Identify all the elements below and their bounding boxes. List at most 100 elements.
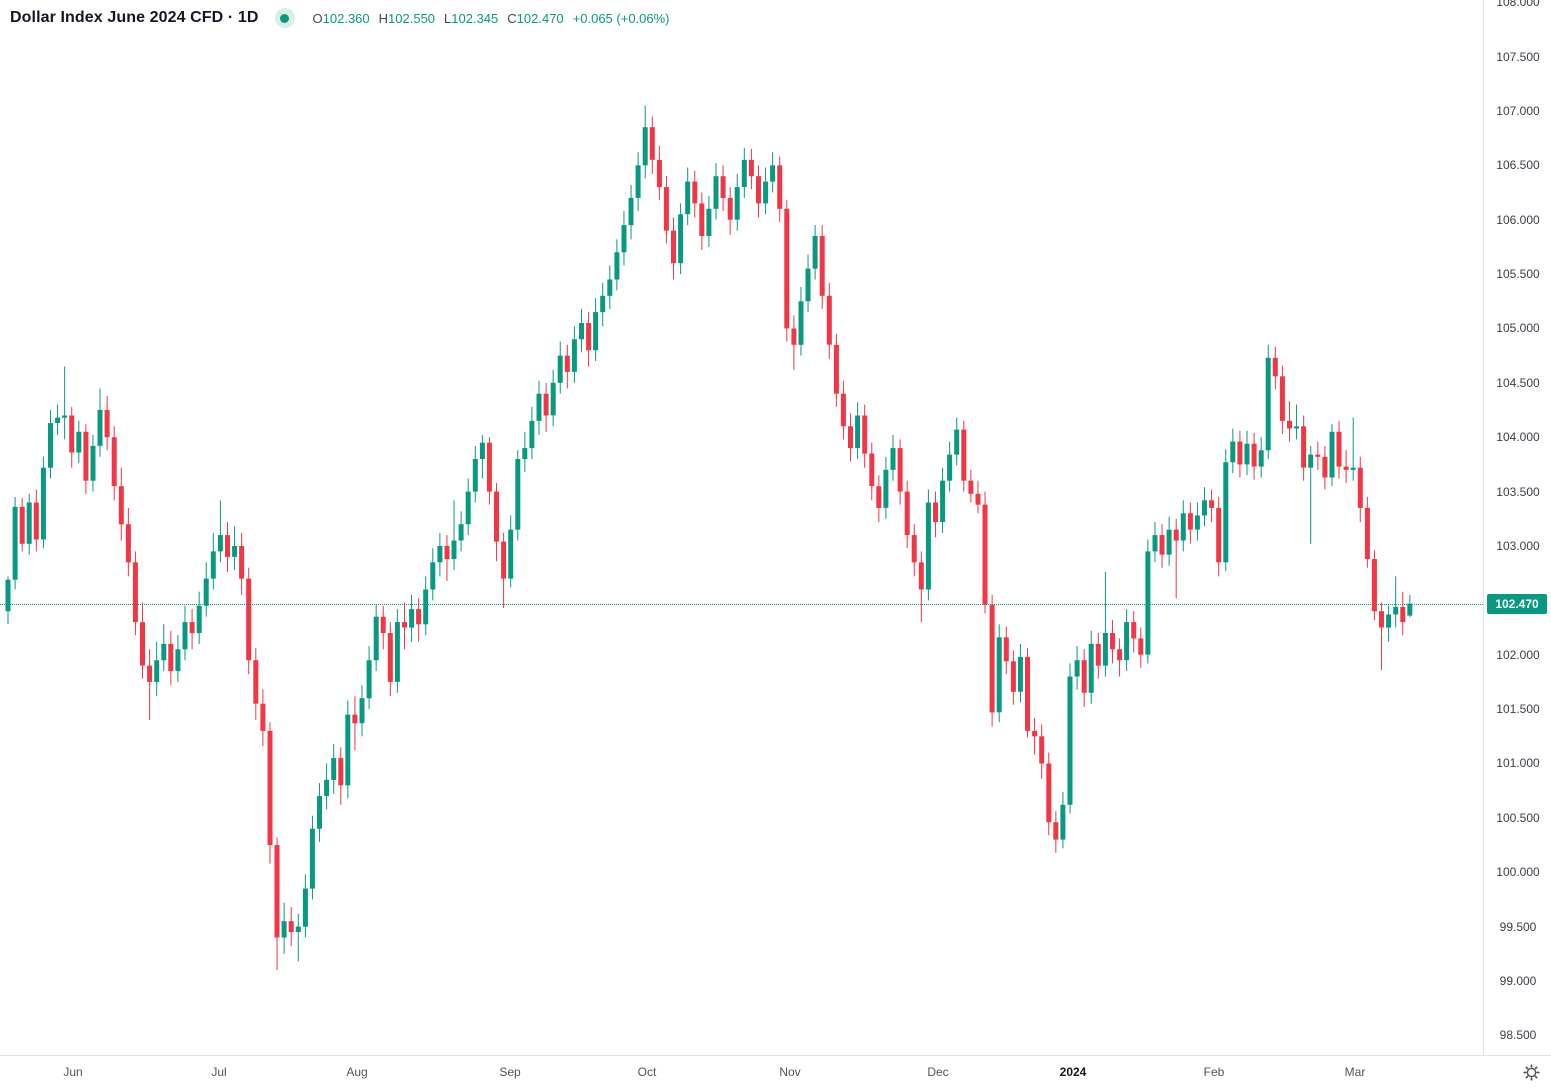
price-axis-label: 107.000 [1496,104,1540,118]
candle [692,170,698,218]
time-axis-label: Aug [346,1065,368,1079]
current-price-badge: 102.470 [1487,594,1547,614]
candle [1329,424,1335,487]
symbol-title[interactable]: Dollar Index June 2024 CFD · 1D [10,9,259,26]
candle [862,404,868,468]
candle [97,388,103,457]
time-axis-label: Jun [63,1065,83,1079]
time-axis-label: Mar [1344,1065,1366,1079]
candle [48,410,53,479]
price-axis-label: 98.500 [1499,1028,1537,1042]
price-axis-label: 99.500 [1499,920,1537,934]
candle [479,435,485,479]
candle [203,562,209,617]
candle [182,605,188,661]
candle [253,648,259,720]
chart-header: Dollar Index June 2024 CFD · 1D O102.360… [10,6,670,30]
candle [19,498,25,552]
candle [1117,638,1123,677]
candle [1379,602,1384,670]
candle [472,445,478,503]
chart-pane[interactable] [0,0,1483,1055]
candle [763,167,769,215]
candle [586,312,592,367]
ohlc-low: L102.345 [444,10,499,26]
candle [600,282,606,327]
time-axis-label-year: 2024 [1059,1065,1087,1079]
candle [225,522,230,573]
candle [1046,752,1052,836]
time-axis-label: Nov [779,1065,801,1079]
candle [345,700,351,799]
candle [1159,524,1165,568]
candle [1124,609,1130,671]
candle [90,435,96,492]
price-axis[interactable]: 102.470 108.000 107.500 107.000 106.500 106.… [1483,0,1551,1055]
candle [1244,430,1250,476]
price-axis-label: 104.500 [1496,376,1540,390]
candle [1336,420,1342,479]
candle [324,763,330,810]
market-status-icon[interactable] [274,8,295,28]
candle [1173,518,1179,599]
candle [656,145,662,201]
candle [1074,646,1080,690]
price-axis-label: 104.000 [1496,430,1540,444]
candle [501,532,507,608]
time-axis-label: Jul [211,1065,227,1079]
candle [593,298,599,362]
price-axis-label: 107.500 [1496,50,1540,64]
candle [125,507,131,577]
ohlc-close: C102.470 [507,10,564,26]
candle [663,176,669,244]
candle [1145,539,1151,664]
candle [720,165,726,211]
candle [756,165,761,218]
candle [260,689,266,747]
candle [982,491,988,614]
candle [911,524,917,577]
candle [607,265,613,309]
candle [897,439,903,505]
status-dot-icon [280,13,290,23]
candle [317,783,322,842]
candle [770,152,776,193]
candle [154,641,160,697]
change-value: +0.065 (+0.06%) [572,10,670,26]
candle [175,635,181,682]
candle [1067,663,1073,814]
candle [925,489,931,601]
candle [1364,497,1370,568]
axis-settings-button[interactable] [1520,1061,1542,1083]
price-axis-label: 103.000 [1496,539,1540,553]
candle [1371,550,1377,620]
candle [1301,415,1307,481]
candle [557,341,563,394]
candle [848,413,853,462]
candle [373,604,379,671]
candle [1393,576,1399,628]
price-axis-label: 105.500 [1496,267,1540,281]
candle [947,441,953,492]
candle [1315,441,1321,470]
time-axis[interactable]: Jun Jul Aug Sep Oct Nov Dec 2024 Feb Mar [0,1055,1551,1088]
candle [118,467,124,541]
candle [805,254,811,313]
candle [1407,594,1413,618]
candle [1053,811,1059,853]
candle [40,456,46,549]
candle [1258,437,1264,478]
candle [1251,432,1257,480]
time-axis-label: Oct [637,1065,657,1079]
candle [1343,450,1349,483]
candle [281,902,287,954]
candle [338,747,344,805]
candle [833,333,839,407]
candle [486,437,492,505]
candle [76,420,82,464]
candle [1088,630,1094,704]
candle [812,225,818,280]
candle [451,500,457,570]
price-axis-label: 100.000 [1496,865,1540,879]
candle [232,526,238,570]
